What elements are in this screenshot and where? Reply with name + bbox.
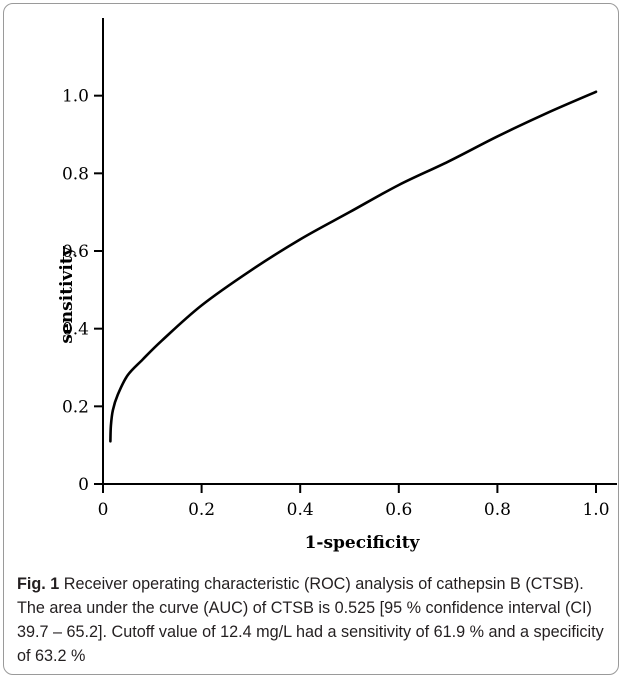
figure-caption-text: Receiver operating characteristic (ROC) … bbox=[17, 575, 604, 665]
figure-caption: Fig. 1 Receiver operating characteristic… bbox=[17, 572, 613, 668]
figure-frame bbox=[3, 3, 619, 675]
x-tick-label: 0.8 bbox=[484, 500, 511, 520]
x-tick-label: 0.2 bbox=[188, 500, 215, 520]
x-tick-label: 1.0 bbox=[582, 500, 609, 520]
y-tick-label: 1.0 bbox=[62, 87, 89, 107]
y-tick-label: 0.6 bbox=[62, 242, 89, 262]
y-axis-title: sensitivity bbox=[57, 245, 77, 343]
y-tick-label: 0 bbox=[78, 475, 89, 495]
roc-curve bbox=[109, 90, 598, 443]
x-tick-label: 0.4 bbox=[287, 500, 314, 520]
x-tick-label: 0.6 bbox=[385, 500, 412, 520]
x-axis-title: 1-specificity bbox=[305, 533, 421, 553]
y-tick-label: 0.2 bbox=[62, 397, 89, 417]
x-tick-label: 0 bbox=[98, 500, 109, 520]
figure-label: Fig. 1 bbox=[17, 575, 60, 593]
y-tick-label: 0.8 bbox=[62, 164, 89, 184]
y-tick-label: 0.4 bbox=[62, 320, 89, 340]
